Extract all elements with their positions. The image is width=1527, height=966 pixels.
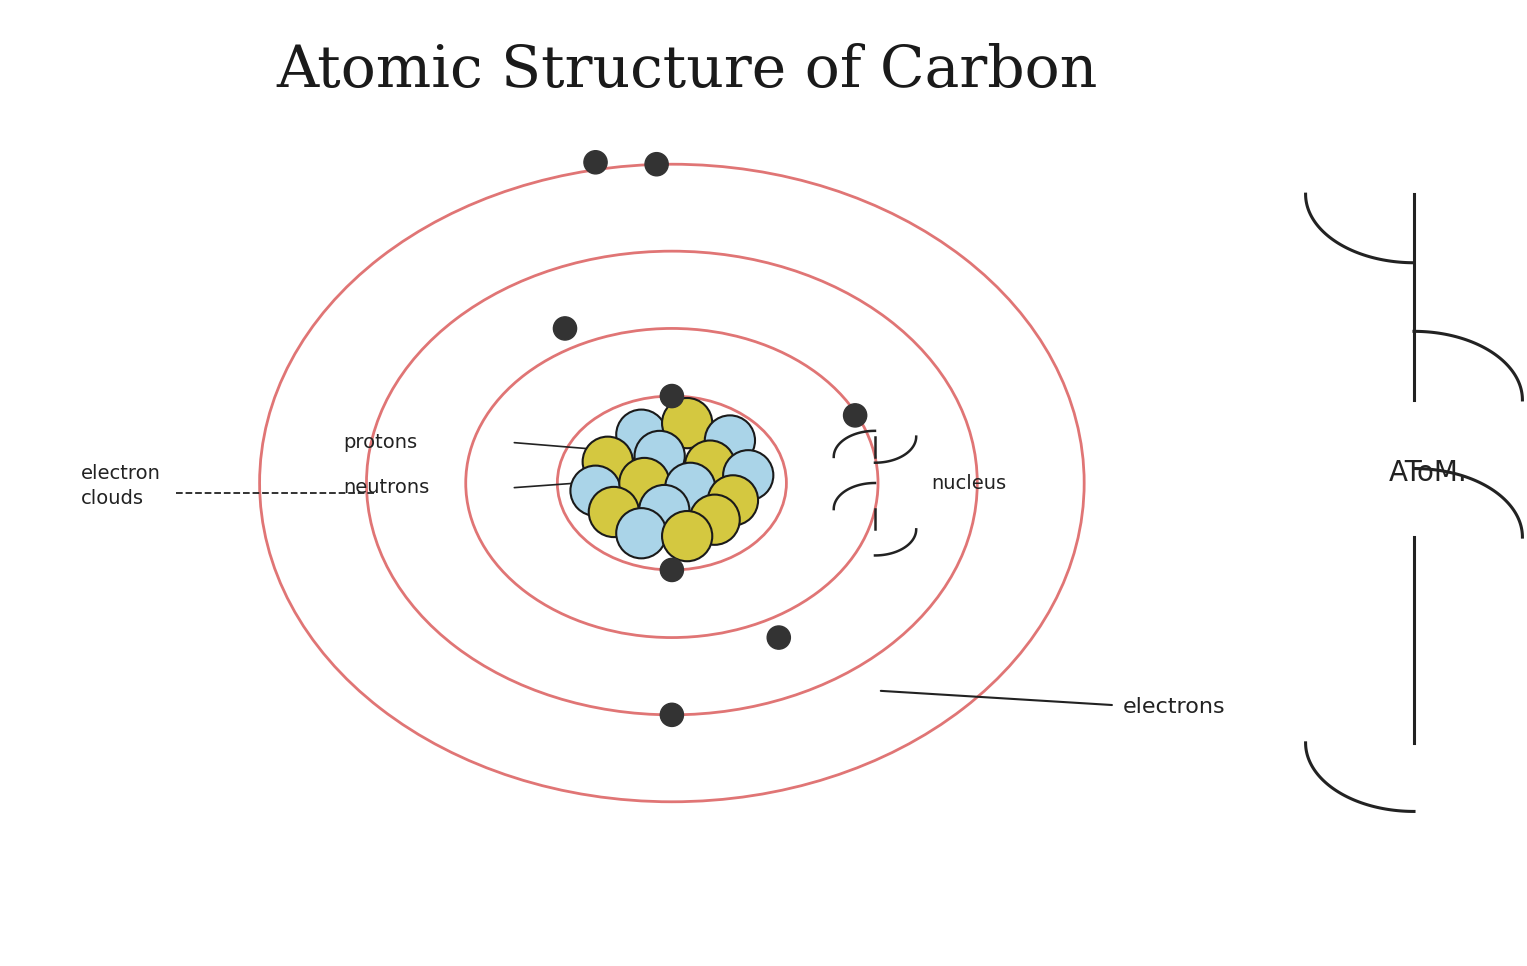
Ellipse shape (617, 508, 666, 558)
Ellipse shape (666, 463, 715, 513)
Ellipse shape (589, 487, 638, 537)
Ellipse shape (843, 404, 867, 427)
Ellipse shape (663, 398, 712, 448)
Ellipse shape (583, 151, 608, 174)
Ellipse shape (620, 458, 669, 508)
Text: AToM.: AToM. (1388, 460, 1467, 487)
Text: neutrons: neutrons (344, 478, 429, 497)
Ellipse shape (663, 511, 712, 561)
Text: Atomic Structure of Carbon: Atomic Structure of Carbon (276, 43, 1098, 99)
Text: nucleus: nucleus (931, 473, 1006, 493)
Ellipse shape (660, 703, 684, 726)
Ellipse shape (571, 466, 620, 516)
Ellipse shape (767, 626, 791, 649)
Ellipse shape (705, 415, 754, 466)
Ellipse shape (686, 440, 734, 491)
Ellipse shape (724, 450, 773, 500)
Ellipse shape (660, 558, 684, 582)
Ellipse shape (617, 410, 666, 460)
Ellipse shape (635, 431, 684, 481)
Ellipse shape (709, 475, 757, 526)
Ellipse shape (583, 437, 632, 487)
Text: electrons: electrons (1122, 697, 1225, 717)
Ellipse shape (660, 384, 684, 408)
Ellipse shape (644, 153, 669, 176)
Text: electron
clouds: electron clouds (81, 464, 160, 508)
Ellipse shape (640, 485, 689, 535)
Text: protons: protons (344, 433, 418, 452)
Ellipse shape (690, 495, 739, 545)
Ellipse shape (553, 317, 577, 340)
